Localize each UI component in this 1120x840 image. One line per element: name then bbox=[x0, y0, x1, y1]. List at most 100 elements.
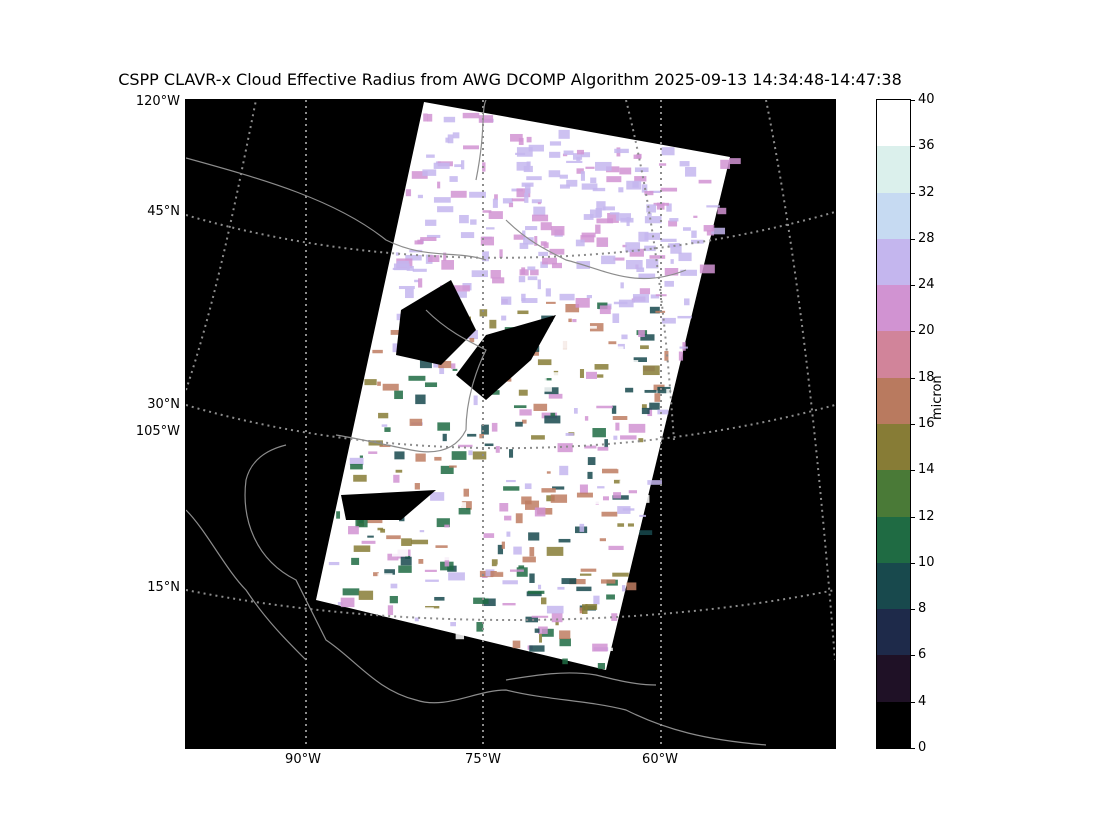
cloud-patch bbox=[551, 612, 563, 623]
cloud-patch bbox=[485, 589, 496, 599]
cloud-patch bbox=[620, 435, 637, 440]
cloud-patch bbox=[668, 243, 675, 248]
cloud-patch bbox=[384, 427, 391, 432]
cloud-patch bbox=[379, 337, 388, 347]
cloud-patch bbox=[587, 457, 596, 466]
cloud-patch bbox=[509, 449, 514, 458]
cloud-patch bbox=[485, 569, 495, 577]
cloud-patch bbox=[682, 342, 686, 351]
cloud-patch bbox=[586, 371, 597, 379]
cloud-patch bbox=[540, 261, 548, 268]
cloud-patch bbox=[415, 453, 426, 462]
cloud-patch bbox=[557, 443, 573, 453]
cloud-patch bbox=[434, 596, 445, 601]
cloud-patch bbox=[674, 242, 681, 248]
cloud-patch bbox=[490, 570, 504, 577]
cloud-patch bbox=[611, 613, 618, 621]
cloud-patch bbox=[552, 486, 565, 490]
cloud-patch bbox=[409, 249, 423, 253]
coastlines bbox=[186, 100, 767, 746]
cloud-patch bbox=[643, 495, 650, 503]
cloud-patch bbox=[634, 176, 647, 182]
cloud-patch bbox=[459, 214, 469, 224]
cloud-patch bbox=[529, 645, 545, 652]
cloud-patch bbox=[437, 181, 441, 189]
colorbar-tick bbox=[910, 377, 915, 379]
cloud-patch bbox=[484, 405, 490, 415]
cloud-patch bbox=[449, 176, 458, 182]
cloud-patch bbox=[612, 416, 628, 420]
cloud-patch bbox=[433, 162, 450, 169]
colorbar-tick bbox=[910, 701, 915, 703]
cloud-patch bbox=[563, 150, 574, 155]
cloud-patch bbox=[618, 299, 634, 308]
cloud-patch bbox=[595, 161, 612, 171]
cloud-patch bbox=[524, 483, 532, 490]
cloud-patch bbox=[519, 242, 529, 249]
cloud-patch bbox=[527, 276, 538, 281]
cloud-patch bbox=[549, 151, 561, 158]
cloud-patch bbox=[667, 329, 682, 339]
cloud-patch bbox=[639, 288, 651, 295]
cloud-patch bbox=[619, 409, 634, 416]
cloud-patch bbox=[328, 561, 340, 566]
colorbar-tick-label: 40 bbox=[918, 92, 935, 107]
cloud-patch bbox=[538, 441, 545, 448]
cloud-patch bbox=[565, 432, 574, 436]
cloud-patch bbox=[504, 515, 512, 521]
figure-title: CSPP CLAVR-x Cloud Effective Radius from… bbox=[118, 70, 902, 89]
cloud-patch bbox=[569, 578, 586, 585]
cloud-patch bbox=[618, 187, 624, 193]
cloud-patch bbox=[597, 374, 604, 378]
cloud-patch bbox=[489, 469, 502, 479]
colorbar-tick bbox=[910, 100, 915, 101]
cloud-patch bbox=[500, 469, 512, 479]
cloud-patch bbox=[609, 535, 620, 543]
cloud-patch bbox=[546, 495, 555, 502]
cloud-patch bbox=[482, 598, 496, 607]
cloud-patch bbox=[437, 422, 451, 431]
colorbar-tick bbox=[910, 331, 915, 333]
cloud-patch bbox=[634, 167, 649, 173]
cloud-patch bbox=[657, 386, 671, 394]
cloud-patch bbox=[398, 565, 412, 573]
cloud-patch bbox=[594, 409, 604, 412]
cloud-patch bbox=[513, 546, 522, 555]
cloud-patch bbox=[531, 199, 542, 204]
cloud-patch bbox=[451, 363, 456, 369]
cloud-patch bbox=[506, 531, 511, 537]
colorbar-tick bbox=[910, 146, 915, 148]
cloud-patch bbox=[699, 264, 715, 274]
cloud-patch bbox=[587, 471, 593, 479]
cloud-patch bbox=[601, 255, 616, 265]
cloud-patch bbox=[531, 615, 549, 618]
cloud-patch bbox=[632, 294, 649, 303]
cloud-patch bbox=[424, 569, 437, 572]
cloud-patch bbox=[492, 277, 505, 284]
cloud-patch bbox=[417, 194, 423, 199]
cloud-patch bbox=[392, 586, 406, 590]
cloud-patch bbox=[434, 456, 442, 461]
map-label: 75°W bbox=[465, 752, 501, 767]
colorbar-tick-label: 18 bbox=[918, 369, 935, 385]
cloud-patch bbox=[516, 147, 533, 157]
cloud-patch bbox=[639, 530, 653, 536]
cloud-patch bbox=[640, 334, 655, 341]
cloud-patch bbox=[573, 408, 578, 414]
cloud-patch bbox=[544, 378, 552, 381]
cloud-patch bbox=[592, 643, 608, 652]
colorbar-tick bbox=[910, 238, 915, 240]
cloud-patch bbox=[377, 381, 381, 386]
cloud-patch bbox=[638, 231, 649, 242]
cloud-patch bbox=[418, 559, 424, 564]
cloud-patch bbox=[405, 288, 414, 299]
colorbar-segment bbox=[877, 701, 910, 748]
cloud-patch bbox=[348, 526, 359, 535]
cloud-patch bbox=[566, 179, 578, 187]
cloud-patch bbox=[537, 584, 542, 590]
cloud-patch bbox=[427, 113, 433, 122]
cloud-patch bbox=[636, 267, 645, 273]
cloud-patch bbox=[447, 134, 454, 144]
cloud-patch bbox=[595, 207, 603, 218]
cloud-patch bbox=[472, 451, 487, 460]
